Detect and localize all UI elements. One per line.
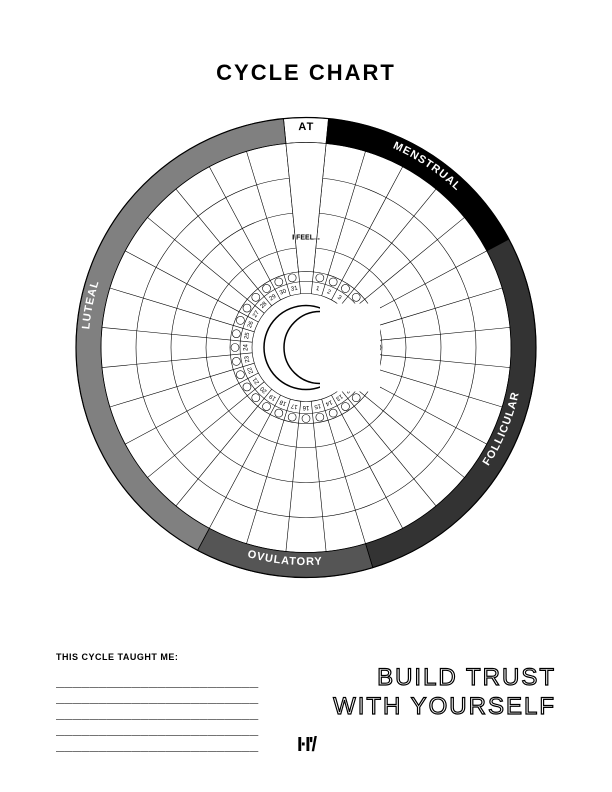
day-marker: [288, 274, 296, 282]
cycle-chart: DATEMENSTRUALFOLLICULAROVULATORYLUTEALI …: [56, 98, 556, 603]
spoke: [331, 395, 402, 528]
day-marker: [252, 293, 260, 301]
day-number: 27: [252, 310, 261, 319]
day-number: 20: [259, 385, 268, 394]
day-marker: [236, 371, 244, 379]
spoke: [125, 251, 258, 322]
date-column: [286, 143, 326, 272]
day-number: 2: [326, 289, 332, 296]
day-marker: [275, 409, 283, 417]
day-marker: [341, 403, 349, 411]
page-title: CYCLE CHART: [0, 0, 612, 86]
day-marker: [275, 278, 283, 286]
day-marker: [243, 304, 251, 312]
day-marker: [236, 316, 244, 324]
day-marker: [302, 415, 310, 423]
spoke: [340, 189, 436, 306]
day-marker: [329, 278, 337, 286]
slogan: BUILD TRUST WITH YOURSELF: [333, 664, 556, 722]
day-marker: [231, 344, 239, 352]
svg-text:I FEEL...: I FEEL...: [292, 234, 320, 241]
spoke: [102, 353, 252, 368]
spoke: [148, 382, 265, 478]
day-marker: [263, 403, 271, 411]
spoke: [360, 353, 510, 368]
day-marker: [352, 293, 360, 301]
day-number: 16: [302, 404, 309, 410]
day-marker: [341, 284, 349, 292]
spoke: [125, 373, 258, 444]
day-number: 15: [313, 402, 321, 409]
spoke: [340, 389, 436, 506]
day-number: 30: [279, 288, 288, 296]
day-marker: [243, 383, 251, 391]
day-marker: [263, 284, 271, 292]
footer: THIS CYCLE TAUGHT ME: __________________…: [56, 652, 556, 752]
day-number: 24: [244, 344, 250, 351]
day-number: 23: [244, 355, 251, 363]
spoke: [311, 401, 326, 551]
day-marker: [329, 409, 337, 417]
day-number: 18: [278, 398, 287, 406]
day-number: 26: [247, 320, 255, 329]
spoke: [176, 389, 272, 506]
day-number: 25: [244, 331, 251, 339]
slogan-line-1: BUILD TRUST: [333, 664, 556, 693]
spoke: [360, 327, 510, 342]
moon-mask: [320, 304, 380, 392]
spoke: [209, 395, 280, 528]
phase-segment: [326, 119, 509, 251]
day-number: 17: [290, 402, 298, 409]
day-number: 14: [324, 398, 333, 406]
spoke: [176, 189, 272, 306]
day-number: 19: [268, 392, 277, 401]
day-number: 29: [269, 293, 278, 302]
day-number: 1: [315, 286, 320, 293]
spoke: [348, 217, 465, 313]
taught-me-label: THIS CYCLE TAUGHT ME:: [56, 652, 556, 662]
slogan-line-2: WITH YOURSELF: [333, 693, 556, 722]
spoke: [209, 167, 280, 300]
day-marker: [232, 330, 240, 338]
day-marker: [288, 413, 296, 421]
day-marker: [316, 413, 324, 421]
day-number: 3: [336, 295, 343, 302]
day-number: 13: [334, 393, 343, 402]
spoke: [348, 382, 465, 478]
day-marker: [352, 394, 360, 402]
day-marker: [316, 274, 324, 282]
spoke: [148, 217, 265, 313]
day-marker: [232, 357, 240, 365]
day-number: 21: [252, 376, 261, 385]
day-number: 22: [247, 365, 255, 374]
logo: I·I'/: [297, 734, 315, 757]
spoke: [286, 401, 301, 551]
day-number: 28: [259, 301, 268, 310]
day-number: 31: [291, 285, 299, 292]
day-marker: [252, 394, 260, 402]
spoke: [331, 167, 402, 300]
spoke: [102, 327, 252, 342]
phase-segment: [76, 119, 286, 551]
phase-segment: [198, 528, 373, 577]
